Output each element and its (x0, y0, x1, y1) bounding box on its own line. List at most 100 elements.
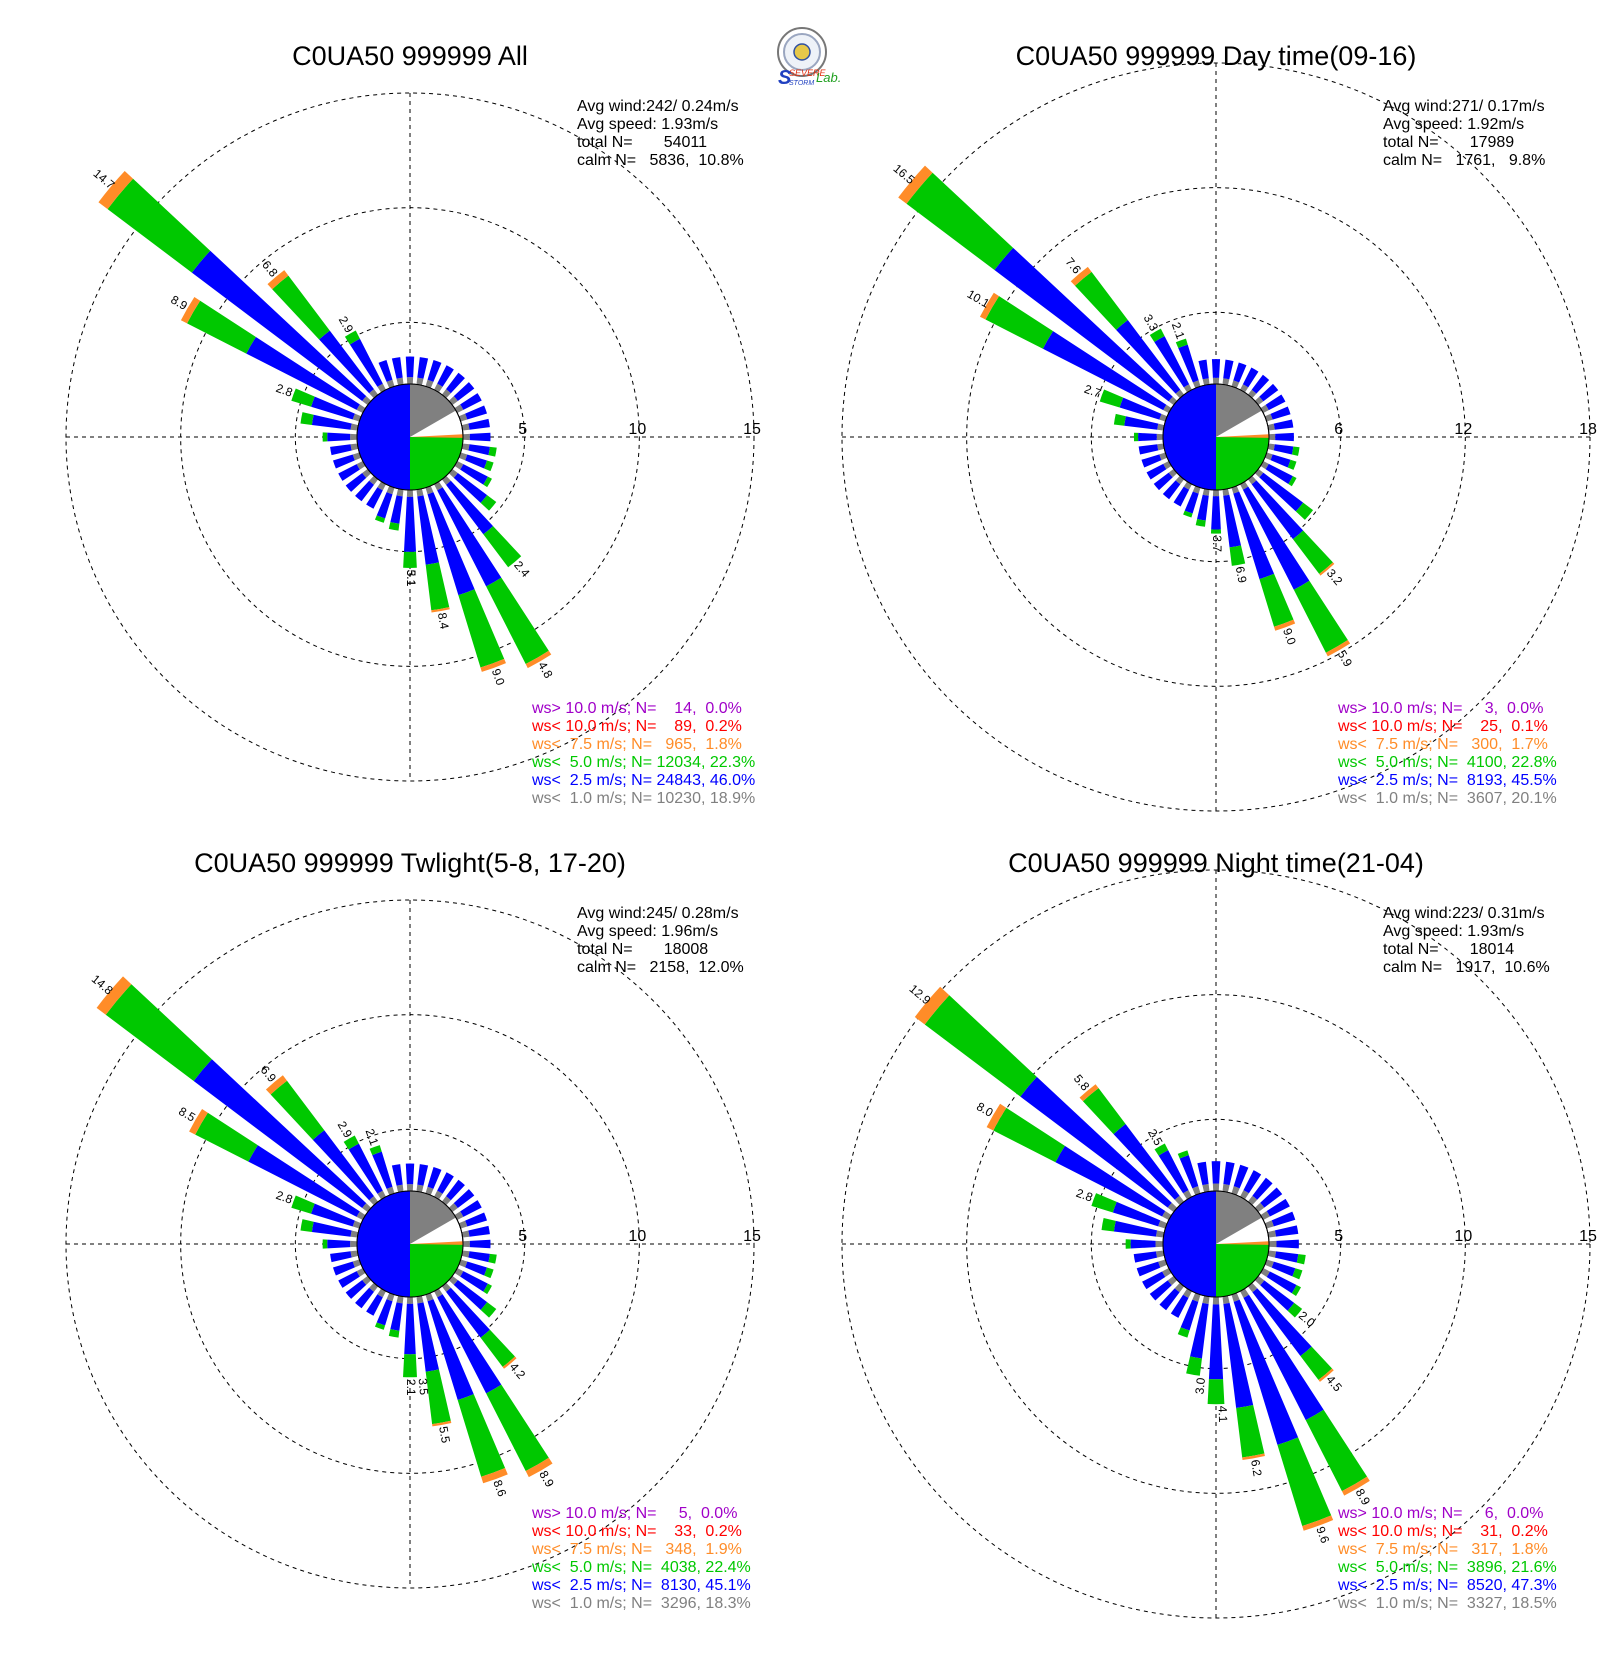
petal-segment (446, 1179, 465, 1201)
petal-segment (1202, 378, 1210, 386)
stats-line: total N= 18014 (1383, 941, 1514, 958)
petal-segment (425, 562, 450, 611)
petal-segment (376, 492, 393, 519)
petal-segment (1223, 1161, 1235, 1186)
petal-value-label: 2.1 (363, 1127, 382, 1148)
petal-segment (1267, 1250, 1277, 1258)
legend-entry: ws< 1.0 m/s; N= 3607, 20.1% (1337, 790, 1557, 807)
petal-segment (454, 1211, 464, 1220)
petal-segment (460, 1271, 488, 1292)
petal-segment (1259, 383, 1279, 402)
petal-segment (1275, 432, 1294, 442)
petal-segment (425, 1292, 434, 1302)
petal-segment (1231, 1292, 1240, 1302)
petal-segment (486, 1384, 549, 1472)
petal-value-label: 5.1 (404, 570, 418, 587)
petal-value-label: 3.1 (404, 570, 418, 587)
petal-segment (344, 330, 360, 345)
calm-sector-orange (1216, 434, 1269, 438)
legend-entry: ws< 5.0 m/s; N= 4100, 22.8% (1337, 754, 1557, 771)
petal-segment (462, 1240, 470, 1248)
petal-segment (1300, 1346, 1333, 1380)
petal-segment (1222, 488, 1230, 496)
petal-segment (1155, 1250, 1165, 1258)
petal-segment (484, 1267, 494, 1279)
petal-segment (458, 1259, 468, 1268)
petal-value-label: 9.6 (1313, 1525, 1332, 1546)
petal-segment (1130, 1239, 1156, 1249)
petal-segment (468, 1251, 490, 1263)
petal-segment (458, 589, 505, 668)
petal-segment (265, 1075, 288, 1095)
petal-segment (906, 172, 1014, 271)
petal-segment (404, 1303, 416, 1355)
petal-segment (488, 446, 497, 457)
petal-segment (1175, 338, 1188, 349)
petal-segment (465, 405, 488, 420)
petal-segment (396, 1295, 404, 1304)
wind-rose-panel-3: 5 10 154.28.98.65.53.52.18.514.86.92.9 2.12… (65, 848, 761, 1612)
petal-segment (1184, 491, 1199, 514)
panel-title: C0UA50 999999 Twlight(5-8, 17-20) (194, 848, 626, 878)
petal-segment (1233, 362, 1247, 383)
petal-segment (330, 444, 352, 456)
petal-segment (1138, 432, 1157, 442)
petal-segment (1074, 271, 1128, 330)
petal-segment (453, 382, 475, 401)
petal-segment (390, 495, 403, 524)
petal-segment (457, 1394, 506, 1477)
petal-segment (416, 1295, 424, 1304)
petal-segment (390, 1302, 403, 1331)
petal-value-label: 3.5 (416, 1378, 431, 1396)
petal-segment (386, 379, 395, 389)
petal-segment (480, 1329, 515, 1367)
legend-entry: ws< 7.5 m/s; N= 348, 1.9% (531, 1541, 742, 1558)
petal-segment (1212, 489, 1220, 497)
range-ring (841, 869, 1591, 1619)
petal-segment (437, 365, 454, 387)
petal-segment (416, 377, 424, 386)
petal-segment (405, 356, 415, 378)
petal-segment (462, 433, 470, 441)
range-ring (966, 994, 1466, 1494)
petal-segment (1274, 619, 1296, 631)
petal-segment (1233, 1299, 1299, 1445)
petal-segment (189, 1108, 208, 1135)
petal-segment (1190, 1302, 1209, 1359)
calm-circle-outline (1162, 1190, 1270, 1298)
petal-segment (300, 1219, 314, 1232)
petal-segment (366, 1294, 383, 1316)
petal-segment (427, 359, 442, 382)
petal-segment (458, 452, 468, 461)
petal-segment (355, 480, 374, 502)
stats-line: calm N= 2158, 12.0% (577, 959, 744, 976)
petal-segment (1157, 423, 1165, 431)
petal-value-label: 9.0 (489, 667, 508, 688)
petal-segment (1116, 319, 1181, 394)
petal-segment (1287, 459, 1297, 470)
petal-segment (338, 464, 360, 481)
petal-segment (1142, 1271, 1166, 1290)
petal-segment (343, 1135, 359, 1150)
petal-segment (98, 170, 134, 210)
petal-segment (1125, 1239, 1131, 1249)
petal-segment (1211, 496, 1221, 530)
petal-segment (332, 1261, 355, 1276)
petal-value-label: 2.1 (1169, 320, 1188, 341)
petal-segment (1233, 491, 1275, 580)
petal-segment (1195, 519, 1206, 527)
petal-segment (1133, 432, 1139, 442)
petal-segment (1264, 1259, 1274, 1268)
petal-segment (1319, 562, 1335, 576)
petal-segment (453, 1189, 475, 1208)
stats-line: Avg wind:242/ 0.24m/s (577, 98, 739, 115)
petal-value-label: 2.8 (274, 1188, 295, 1207)
petal-segment (1079, 1084, 1099, 1102)
petal-segment (1158, 1150, 1189, 1194)
panel-title: C0UA50 999999 All (292, 41, 528, 71)
petal-segment (193, 1059, 367, 1208)
ring-tick-label: 18 (1579, 421, 1597, 438)
petal-segment (1212, 1183, 1220, 1192)
petal-segment (1178, 344, 1199, 383)
petal-segment (1192, 1186, 1201, 1196)
